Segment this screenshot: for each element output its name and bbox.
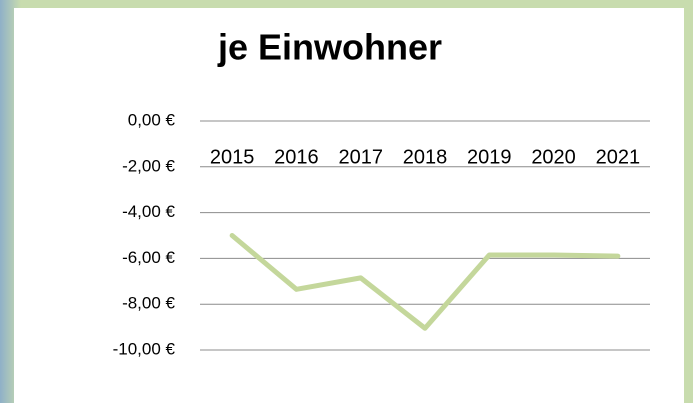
y-tick-label: 0,00 € xyxy=(128,110,176,129)
x-tick-label: 2017 xyxy=(338,146,383,168)
x-tick-label: 2021 xyxy=(596,146,641,168)
x-tick-label: 2019 xyxy=(467,146,512,168)
y-tick-label: -8,00 € xyxy=(122,294,175,313)
line-series xyxy=(229,233,621,331)
x-tick-label: 2018 xyxy=(403,146,448,168)
x-tick-label: 2016 xyxy=(274,146,319,168)
y-tick-label: -4,00 € xyxy=(122,202,175,221)
x-tick-label: 2020 xyxy=(531,146,576,168)
y-tick-label: -10,00 € xyxy=(113,339,176,358)
x-tick-label: 2015 xyxy=(210,146,255,168)
chart-title: je Einwohner xyxy=(217,27,442,68)
y-tick-label: -2,00 € xyxy=(122,156,175,175)
y-tick-label: -6,00 € xyxy=(122,248,175,267)
chart-area xyxy=(14,8,684,403)
